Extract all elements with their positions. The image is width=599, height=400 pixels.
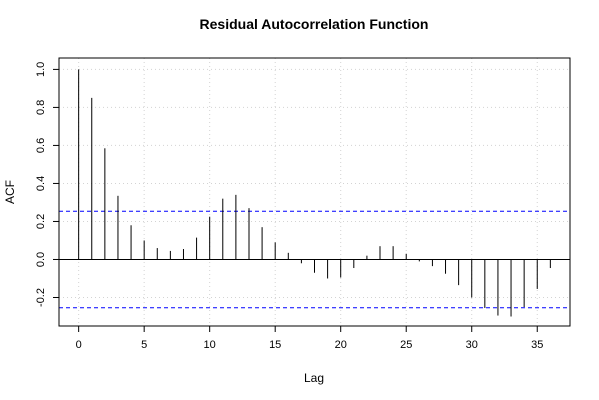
x-axis: 0 5 10 15 20 25 30 35 xyxy=(76,326,543,351)
y-tick-label: 1.0 xyxy=(35,62,47,77)
confidence-lines xyxy=(59,210,570,309)
y-axis-label: ACF xyxy=(3,180,17,204)
x-tick-label: 20 xyxy=(335,339,347,351)
y-tick-label: 0.4 xyxy=(35,176,47,191)
x-tick-label: 10 xyxy=(204,339,216,351)
chart-title: Residual Autocorrelation Function xyxy=(200,16,429,32)
y-tick-label: 0.8 xyxy=(35,100,47,115)
x-tick-label: 0 xyxy=(76,339,82,351)
x-tick-label: 25 xyxy=(400,339,412,351)
y-tick-label: 0.2 xyxy=(35,214,47,229)
y-axis: -0.2 0.0 0.2 0.4 0.6 0.8 1.0 xyxy=(35,62,59,307)
grid-lines xyxy=(59,58,570,326)
x-tick-label: 15 xyxy=(269,339,281,351)
x-axis-label: Lag xyxy=(304,371,324,385)
y-tick-label: -0.2 xyxy=(35,288,47,307)
x-tick-label: 35 xyxy=(531,339,543,351)
y-tick-label: 0.6 xyxy=(35,138,47,153)
plot-frame xyxy=(58,57,571,327)
y-tick-label: 0.0 xyxy=(35,252,47,267)
x-tick-label: 30 xyxy=(466,339,478,351)
acf-bars xyxy=(78,69,551,317)
x-tick-label: 5 xyxy=(141,339,147,351)
